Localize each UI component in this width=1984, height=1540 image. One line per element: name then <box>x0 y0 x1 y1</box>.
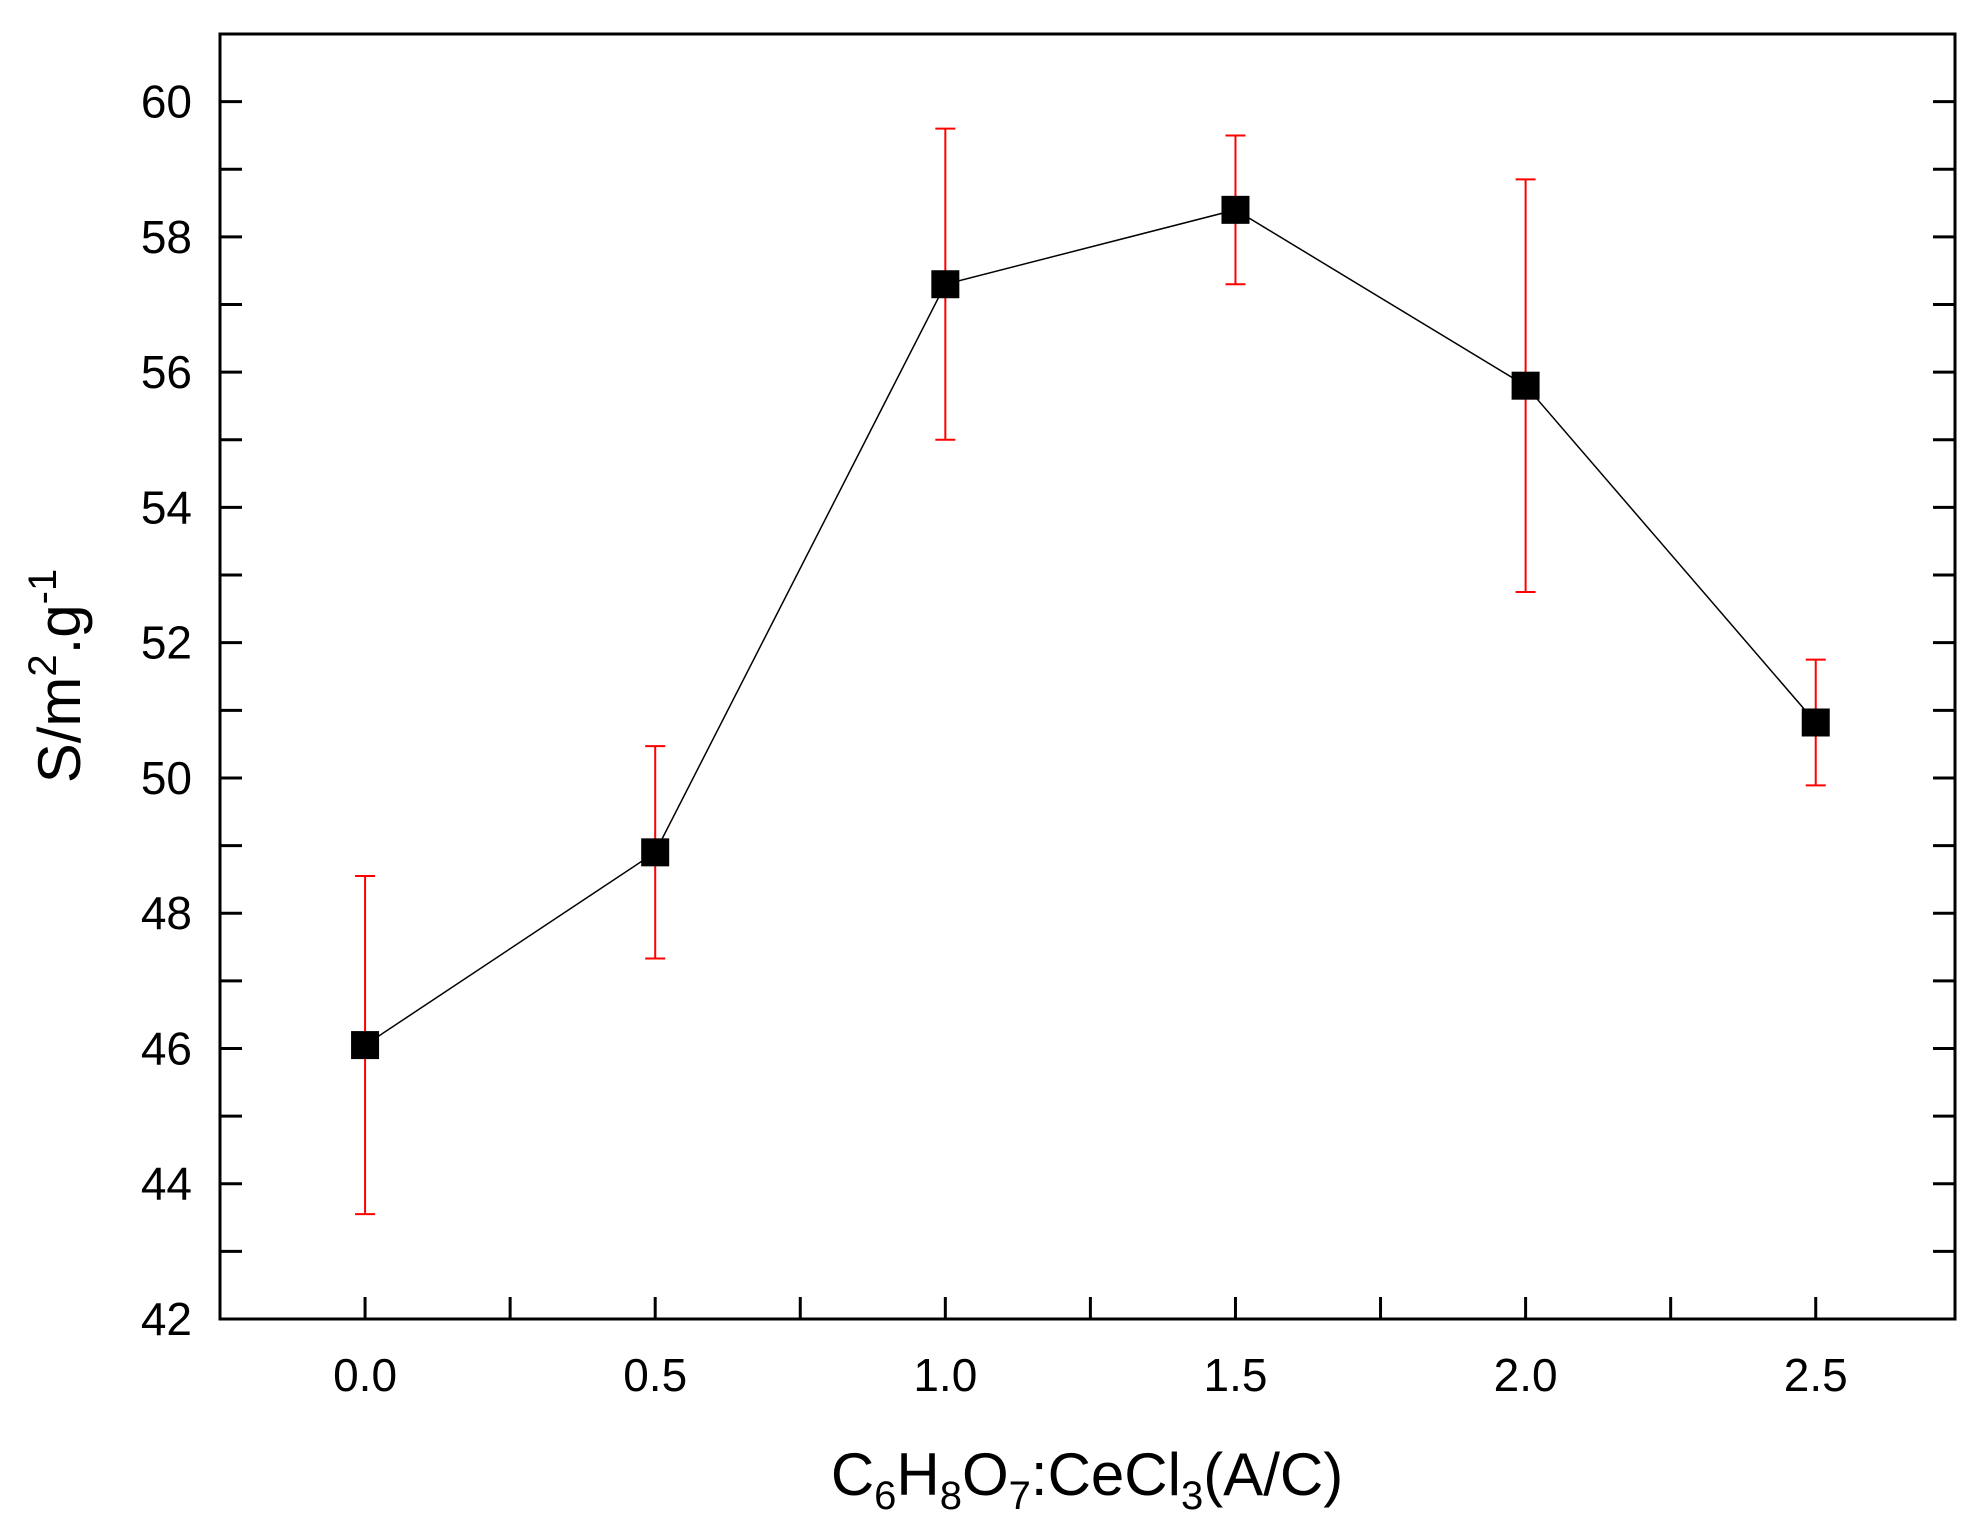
x-tick-label: 0.0 <box>333 1349 397 1401</box>
x-axis-title: C6H8O7:CeCl3(A/C) <box>831 1441 1343 1518</box>
x-tick-label: 1.5 <box>1203 1349 1267 1401</box>
y-tick-label: 56 <box>141 346 192 398</box>
plot-frame <box>218 32 1957 1321</box>
y-tick-label: 48 <box>141 887 192 939</box>
axis-title-part: S/m <box>26 677 93 784</box>
x-tick-label: 2.0 <box>1494 1349 1558 1401</box>
axis-title-part: .g <box>26 604 93 654</box>
data-point <box>1221 195 1250 224</box>
axis-title-part: 7 <box>1009 1474 1031 1518</box>
axis-title-part: :CeCl <box>1031 1441 1181 1508</box>
data-point <box>641 838 670 867</box>
axis-title-part: 2 <box>21 654 65 676</box>
y-tick-label: 58 <box>141 211 192 263</box>
x-tick-label: 1.0 <box>913 1349 977 1401</box>
x-tick-label: 0.5 <box>623 1349 687 1401</box>
axis-title-part: O <box>962 1441 1009 1508</box>
axis-title-part: 6 <box>874 1474 896 1518</box>
axis-title-part: 3 <box>1181 1474 1203 1518</box>
y-tick-label: 50 <box>141 752 192 804</box>
x-tick-label: 2.5 <box>1784 1349 1848 1401</box>
data-point <box>1801 708 1830 737</box>
axis-title-part: 8 <box>940 1474 962 1518</box>
y-tick-label: 54 <box>141 481 192 533</box>
y-axis-title: S/m2.g-1 <box>21 569 93 784</box>
y-tick-label: 60 <box>141 76 192 128</box>
axis-title-part: (A/C) <box>1203 1441 1343 1508</box>
data-point <box>351 1031 380 1060</box>
axis-title-part: C <box>831 1441 874 1508</box>
data-point <box>1511 371 1540 400</box>
y-tick-label: 52 <box>141 617 192 669</box>
data-point <box>931 270 960 299</box>
axis-title-part: -1 <box>21 569 65 605</box>
y-tick-label: 46 <box>141 1022 192 1074</box>
data-line <box>364 209 1817 1046</box>
axis-title-part: H <box>896 1441 939 1508</box>
y-tick-label: 44 <box>141 1158 192 1210</box>
y-tick-label: 42 <box>141 1293 192 1345</box>
